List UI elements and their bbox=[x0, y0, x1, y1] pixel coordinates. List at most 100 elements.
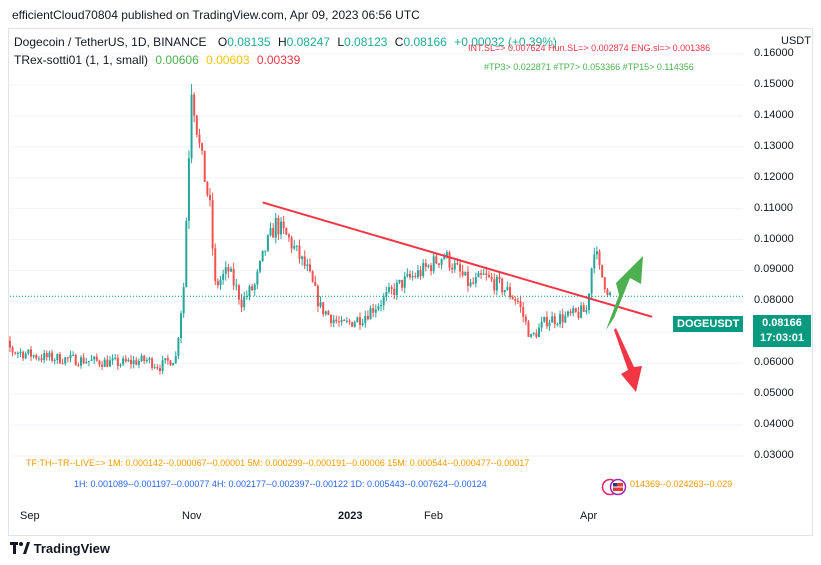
candle-body bbox=[193, 94, 196, 116]
candle-body bbox=[287, 234, 290, 238]
candle-body bbox=[56, 353, 59, 361]
candle-body bbox=[98, 360, 101, 365]
candle-body bbox=[277, 218, 280, 235]
candle-body bbox=[301, 256, 304, 259]
candle-body bbox=[40, 358, 43, 361]
high-value: 0.08247 bbox=[286, 35, 331, 49]
candle-body bbox=[511, 296, 514, 300]
candle-body bbox=[190, 94, 193, 159]
candle-body bbox=[430, 265, 433, 272]
candle-body bbox=[506, 287, 509, 291]
y-tick-label: 0.15000 bbox=[754, 77, 794, 90]
candle-body bbox=[359, 317, 362, 325]
candle-body bbox=[264, 250, 267, 252]
candle-body bbox=[274, 218, 277, 238]
candle-body bbox=[572, 308, 575, 314]
candle-body bbox=[311, 271, 314, 282]
candle-body bbox=[80, 357, 83, 366]
indicator-value-1: 0.00606 bbox=[155, 53, 199, 67]
candle-body bbox=[595, 251, 598, 255]
candle-body bbox=[409, 273, 412, 278]
candle-body bbox=[474, 277, 477, 284]
last-price-badge: 0.08166 17:03:01 bbox=[753, 315, 811, 347]
candle-body bbox=[485, 273, 488, 275]
candle-body bbox=[603, 277, 606, 290]
candle-body bbox=[8, 340, 11, 348]
candle-body bbox=[95, 356, 98, 361]
candle-body bbox=[114, 357, 117, 359]
candle-body bbox=[406, 273, 409, 277]
candle-body bbox=[524, 316, 527, 322]
candle-body bbox=[482, 273, 485, 275]
candle-body bbox=[490, 276, 493, 280]
symbol-name: Dogecoin / TetherUS, 1D, BINANCE bbox=[14, 35, 207, 49]
candle-body bbox=[345, 320, 348, 322]
candle-body bbox=[380, 305, 383, 307]
tradingview-logo[interactable]: TradingView bbox=[10, 541, 110, 557]
candle-body bbox=[235, 285, 238, 287]
candle-body bbox=[201, 143, 204, 151]
candle-body bbox=[372, 308, 375, 313]
close-label: C bbox=[394, 35, 404, 49]
candle-body bbox=[437, 263, 440, 265]
candle-body bbox=[161, 360, 164, 371]
candle-body bbox=[487, 274, 490, 277]
candle-body bbox=[469, 282, 472, 286]
y-tick-label: 0.09000 bbox=[754, 263, 794, 276]
candle-body bbox=[453, 263, 456, 270]
candle-body bbox=[540, 321, 543, 328]
candle-body bbox=[24, 353, 27, 359]
candle-body bbox=[182, 287, 185, 314]
candle-body bbox=[577, 311, 580, 318]
candle-body bbox=[590, 268, 593, 294]
trendline bbox=[262, 201, 653, 318]
candle-body bbox=[556, 324, 559, 326]
candle-body bbox=[269, 228, 272, 236]
candle-body bbox=[69, 354, 72, 359]
candle-body bbox=[532, 333, 535, 335]
change-value: +0.00032 (+0.39%) bbox=[454, 35, 557, 49]
last-price: 0.08166 bbox=[762, 317, 802, 329]
candle-body bbox=[527, 321, 530, 337]
candle-body bbox=[22, 351, 25, 359]
candle-body bbox=[574, 308, 577, 312]
candle-body bbox=[514, 299, 517, 301]
candle-body bbox=[340, 319, 343, 323]
flag-icon[interactable] bbox=[601, 478, 627, 496]
candle-body bbox=[177, 338, 180, 356]
candle-body bbox=[385, 291, 388, 297]
candle-body bbox=[472, 282, 475, 284]
candle-body bbox=[211, 199, 214, 249]
candle-body bbox=[43, 353, 46, 361]
candle-body bbox=[61, 363, 64, 365]
candle-body bbox=[140, 355, 143, 362]
candle-body bbox=[66, 357, 69, 359]
candle-body bbox=[216, 281, 219, 286]
candle-body bbox=[37, 358, 40, 360]
price-chart[interactable] bbox=[8, 28, 813, 536]
candle-body bbox=[535, 333, 538, 337]
candle-body bbox=[93, 356, 96, 360]
candle-body bbox=[459, 264, 462, 272]
candle-body bbox=[266, 235, 269, 251]
bar-countdown: 17:03:01 bbox=[759, 332, 805, 344]
candle-body bbox=[456, 263, 459, 265]
candle-body bbox=[103, 359, 106, 367]
candle-body bbox=[387, 287, 390, 292]
candle-body bbox=[153, 367, 156, 369]
candle-body bbox=[124, 358, 127, 362]
candle-body bbox=[366, 316, 369, 320]
candle-body bbox=[232, 268, 235, 286]
y-tick-label: 0.04000 bbox=[754, 418, 794, 431]
candle-body bbox=[285, 228, 288, 235]
candle-body bbox=[306, 264, 309, 267]
candle-body bbox=[127, 359, 130, 362]
chart-frame bbox=[8, 28, 813, 536]
candle-body bbox=[545, 316, 548, 327]
candle-body bbox=[443, 256, 446, 260]
candle-body bbox=[364, 316, 367, 324]
y-tick-label: 0.13000 bbox=[754, 139, 794, 152]
candle-body bbox=[106, 359, 109, 367]
candle-body bbox=[522, 307, 525, 317]
candle-body bbox=[143, 355, 146, 362]
